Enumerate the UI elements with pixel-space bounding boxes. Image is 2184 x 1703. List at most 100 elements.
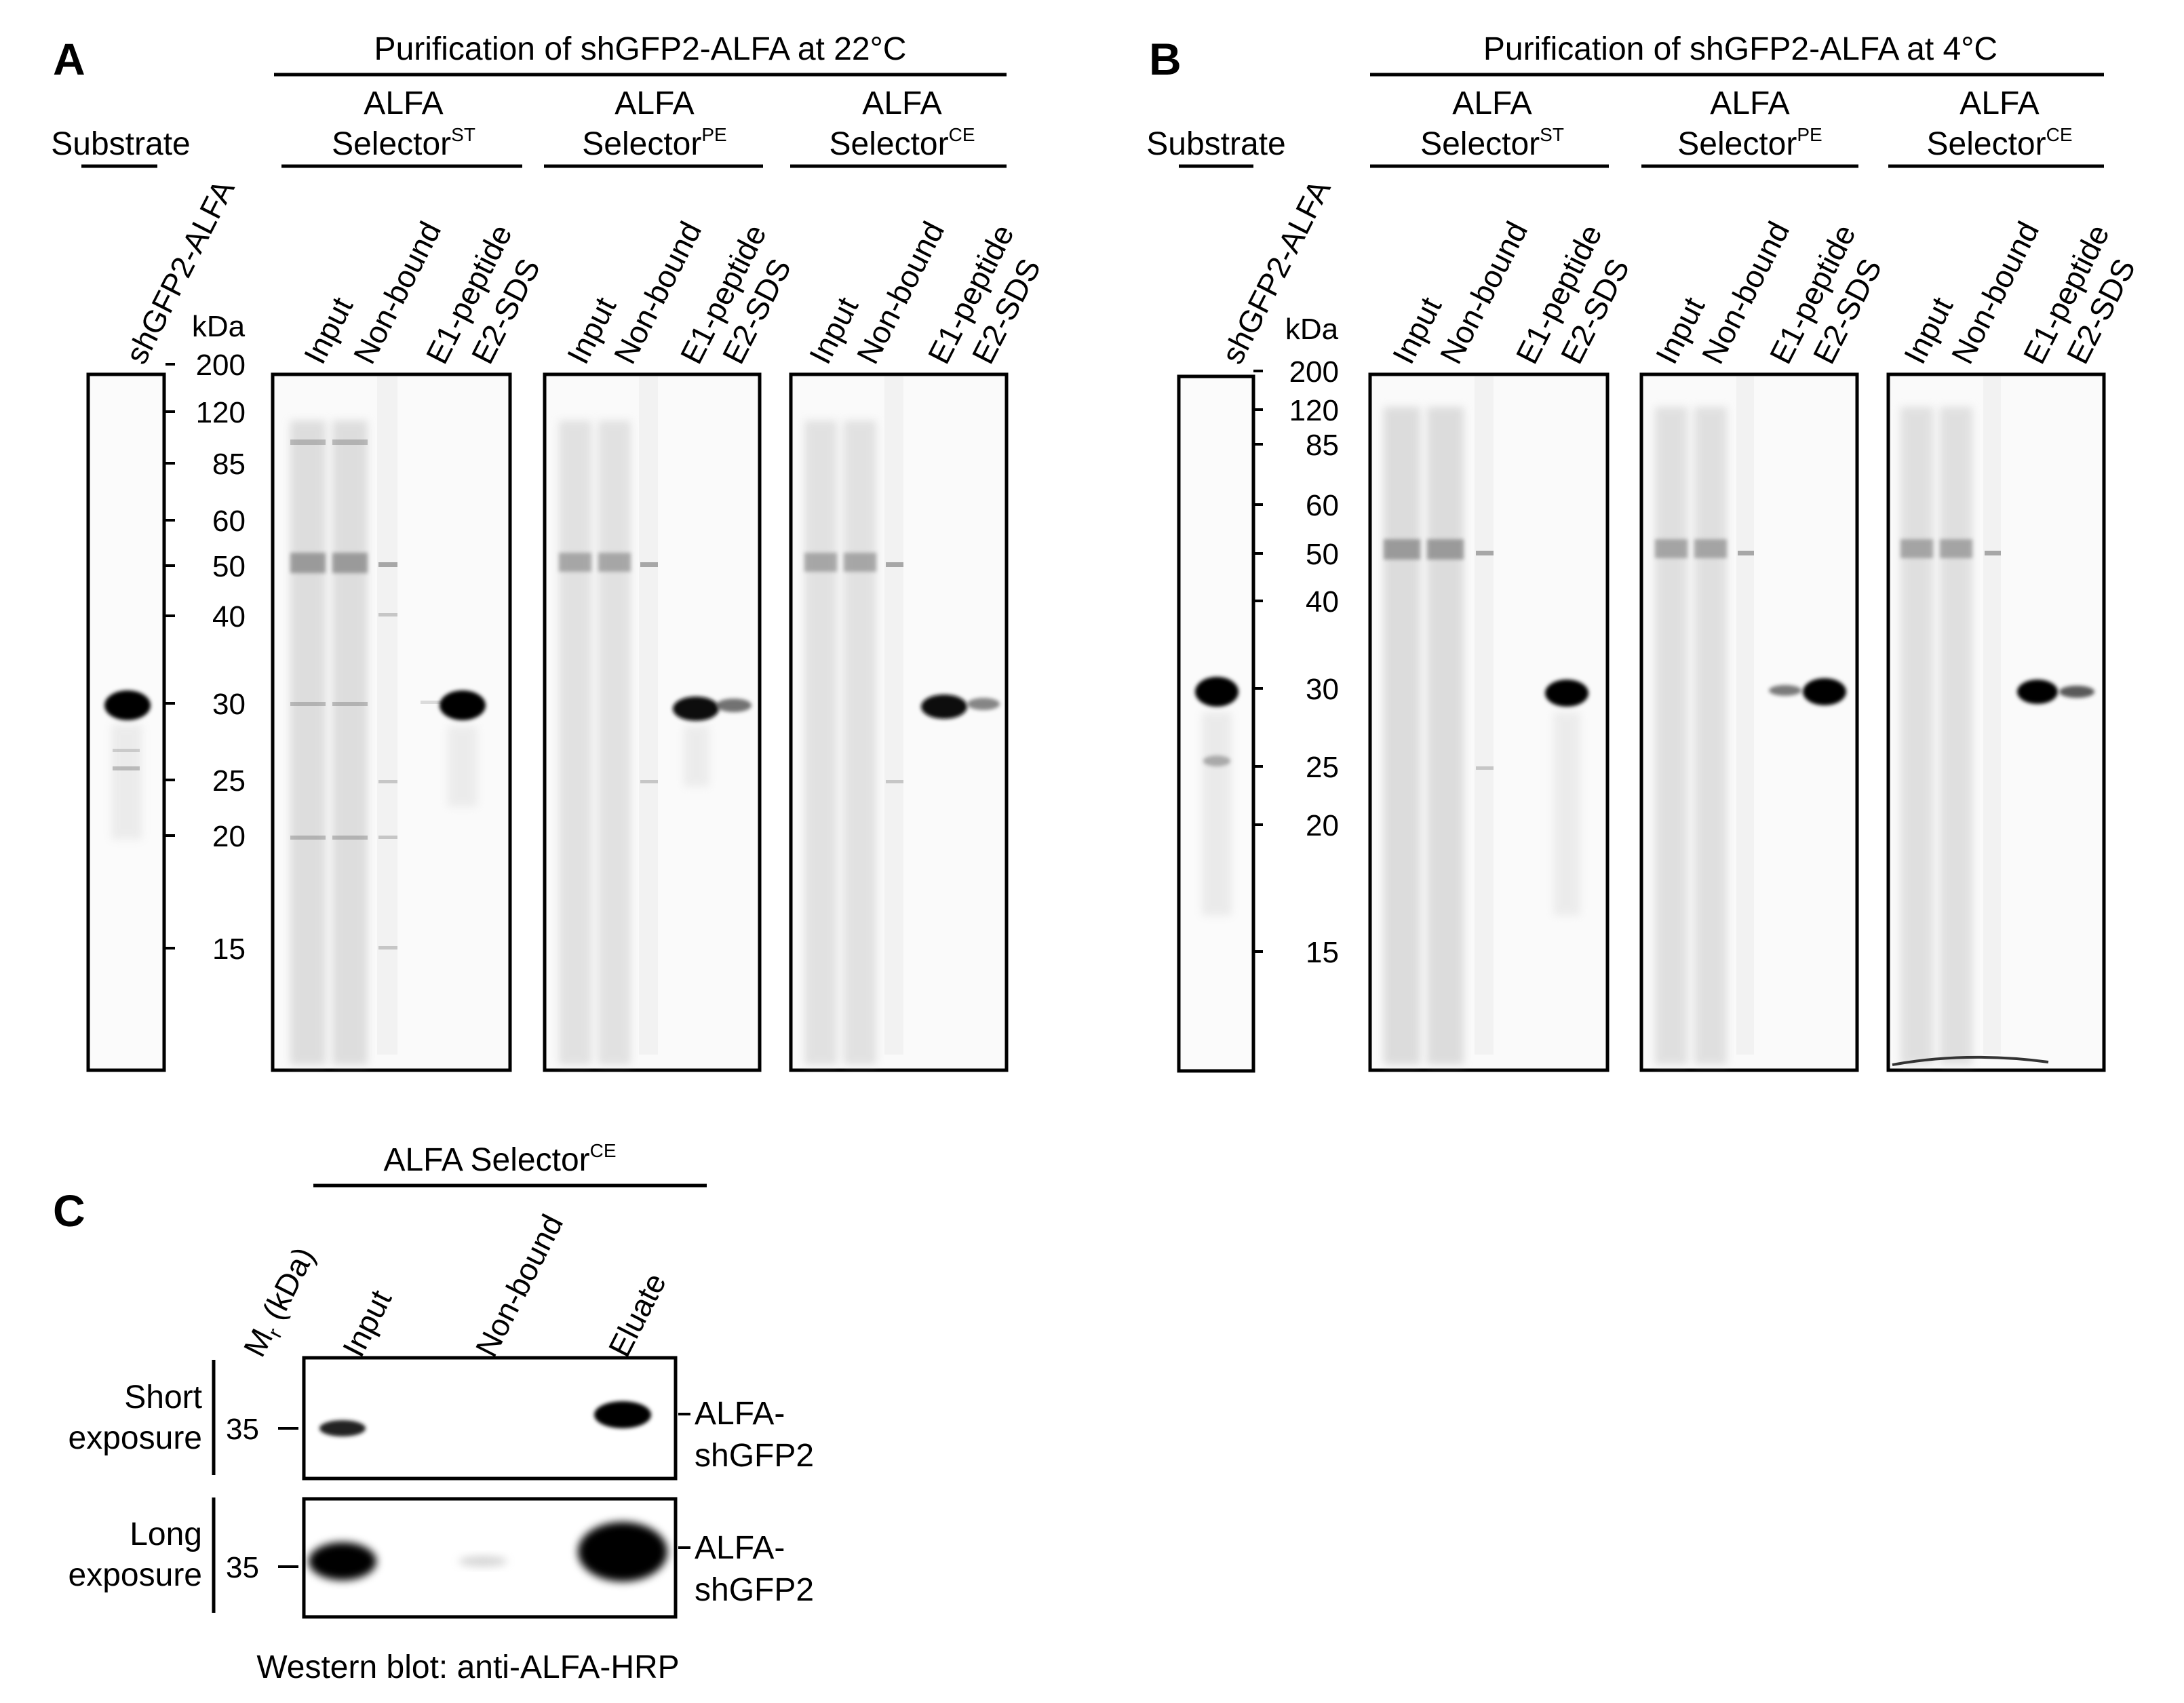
gel-lane-lysate xyxy=(290,420,326,1065)
panel-c-footer: Western blot: anti-ALFA-HRP xyxy=(256,1649,679,1685)
gel-lane-lysate xyxy=(1427,407,1464,1065)
panel-c-row2-band-line1: ALFA- xyxy=(695,1530,785,1566)
panel-b-tick-25: 25 xyxy=(1306,751,1339,784)
panel-b-g1-lane-input: Input xyxy=(1386,292,1449,370)
gel-lane-lysate xyxy=(1655,407,1688,1065)
panel-c-row2-marker: 35 xyxy=(226,1551,259,1584)
gel-band-faint xyxy=(113,749,140,752)
gel-band-eluate-2 xyxy=(2059,686,2094,698)
gel-ladder-band xyxy=(378,946,397,950)
panel-c-row1-band-line1: ALFA- xyxy=(695,1396,785,1432)
panel-b: B Purification of shGFP2-ALFA at 4°C ALF… xyxy=(1146,31,2142,1073)
gel-ladder-band xyxy=(1476,551,1494,555)
gel-frame xyxy=(86,372,166,1072)
gel-ladder-band xyxy=(378,613,397,616)
panel-b-substrate-gel xyxy=(1177,374,1255,1073)
gel-band-faint xyxy=(113,766,140,770)
blot-band-nonbound xyxy=(459,1556,507,1567)
panel-a-group-2-line1: ALFA xyxy=(615,85,694,121)
panel-c-letter: C xyxy=(53,1186,85,1236)
gel-band-eluate-2 xyxy=(967,698,1000,710)
gel-band-main xyxy=(104,690,151,720)
panel-b-tick-40: 40 xyxy=(1306,585,1339,619)
panel-a-kda-label: kDa xyxy=(192,310,246,343)
panel-a-tick-200: 200 xyxy=(196,349,246,382)
panel-b-substrate-label: Substrate xyxy=(1146,126,1285,162)
panel-c-mr-label: Mr (kDa) xyxy=(237,1241,326,1364)
panel-a-title: Purification of shGFP2-ALFA at 22°C xyxy=(374,31,907,67)
blot-band-eluate xyxy=(578,1522,667,1582)
gel-lane-lysate xyxy=(1900,407,1933,1065)
panel-c-row2-label-line2: exposure xyxy=(69,1557,202,1593)
panel-c-lane-nonbound: Non-bound xyxy=(469,1209,570,1362)
panel-a-tick-20: 20 xyxy=(212,820,246,853)
panel-a-tick-30: 30 xyxy=(212,688,246,721)
gel-band-strong xyxy=(559,553,591,572)
gel-ladder-band xyxy=(640,780,658,783)
panel-a-tick-25: 25 xyxy=(212,764,246,798)
gel-band-eluate xyxy=(1545,680,1588,707)
gel-band-eluate xyxy=(1769,685,1801,696)
panel-a-group-2-line2: SelectorPE xyxy=(582,124,726,162)
panel-a-group-3-line1: ALFA xyxy=(862,85,941,121)
panel-b-group-1-line1: ALFA xyxy=(1452,85,1532,121)
panel-b-tick-20: 20 xyxy=(1306,809,1339,842)
gel-ladder-lane xyxy=(884,376,903,1055)
panel-b-title: Purification of shGFP2-ALFA at 4°C xyxy=(1483,31,1997,67)
panel-b-mw-ticks: 200 120 85 60 50 40 30 25 20 15 xyxy=(1253,355,1339,969)
panel-c-blot-long xyxy=(302,1497,678,1619)
panel-a-tick-85: 85 xyxy=(212,448,246,481)
panel-a-g3-lane-input: Input xyxy=(802,292,865,370)
gel-band-strong xyxy=(1384,539,1420,560)
panel-b-group-2-line2: SelectorPE xyxy=(1677,124,1822,162)
gel-band-main xyxy=(1195,677,1239,707)
panel-a-g2-lane-input: Input xyxy=(560,292,623,370)
gel-lane-lysate xyxy=(844,420,876,1065)
gel-band-eluate xyxy=(2017,680,2058,704)
gel-lane-lysate xyxy=(332,420,368,1065)
gel-ladder-band xyxy=(886,780,903,783)
panel-a-tick-15: 15 xyxy=(212,933,246,966)
panel-c: C ALFA SelectorCE Mr (kDa) Input Non-bou… xyxy=(53,1140,814,1685)
blot-band-input xyxy=(319,1420,366,1436)
gel-lane-lysate xyxy=(1940,407,1972,1065)
gel-band-eluate-2 xyxy=(1803,678,1846,705)
panel-b-tick-50: 50 xyxy=(1306,538,1339,571)
panel-c-header: ALFA SelectorCE xyxy=(383,1140,616,1178)
panel-a-g1-lane-input: Input xyxy=(297,292,360,370)
panel-c-row1-band-line2: shGFP2 xyxy=(695,1438,814,1474)
panel-b-group-1-line2: SelectorST xyxy=(1420,124,1564,162)
panel-c-row2-label-line1: Long xyxy=(130,1516,202,1552)
gel-lane-lysate xyxy=(1384,407,1420,1065)
blot-band-eluate xyxy=(594,1401,651,1428)
panel-b-group-2-line1: ALFA xyxy=(1710,85,1789,121)
gel-band-strong xyxy=(1655,539,1688,558)
panel-a-tick-120: 120 xyxy=(196,396,246,429)
panel-b-tick-120: 120 xyxy=(1289,394,1339,427)
gel-lane-lysate xyxy=(804,420,837,1065)
panel-c-lane-input: Input xyxy=(336,1285,399,1363)
gel-smear xyxy=(1553,712,1580,916)
gel-smear xyxy=(1202,712,1232,916)
gel-lane-lysate xyxy=(598,420,631,1065)
gel-ladder-band xyxy=(886,562,903,567)
panel-a-substrate-label: Substrate xyxy=(51,126,190,162)
panel-a-gel-st xyxy=(271,372,512,1072)
panel-a-group-3-line2: SelectorCE xyxy=(830,124,975,162)
gel-band-strong xyxy=(332,553,368,573)
gel-lane-lysate xyxy=(1694,407,1727,1065)
gel-smear xyxy=(448,726,477,807)
gel-ladder-band xyxy=(640,562,658,567)
gel-ladder-band xyxy=(1476,766,1494,770)
panel-b-g3-lane-input: Input xyxy=(1897,292,1960,370)
panel-a-substrate-gel xyxy=(86,372,166,1072)
panel-a-tick-40: 40 xyxy=(212,600,246,633)
gel-ladder-lane xyxy=(377,376,397,1055)
panel-b-gel-ce xyxy=(1886,372,2106,1072)
panel-a-gel-ce xyxy=(789,372,1009,1072)
blot-band-input xyxy=(309,1542,376,1580)
gel-band-strong xyxy=(844,553,876,572)
gel-band-eluate xyxy=(440,690,486,720)
panel-a: A Purification of shGFP2-ALFA at 22°C AL… xyxy=(51,31,1047,1072)
